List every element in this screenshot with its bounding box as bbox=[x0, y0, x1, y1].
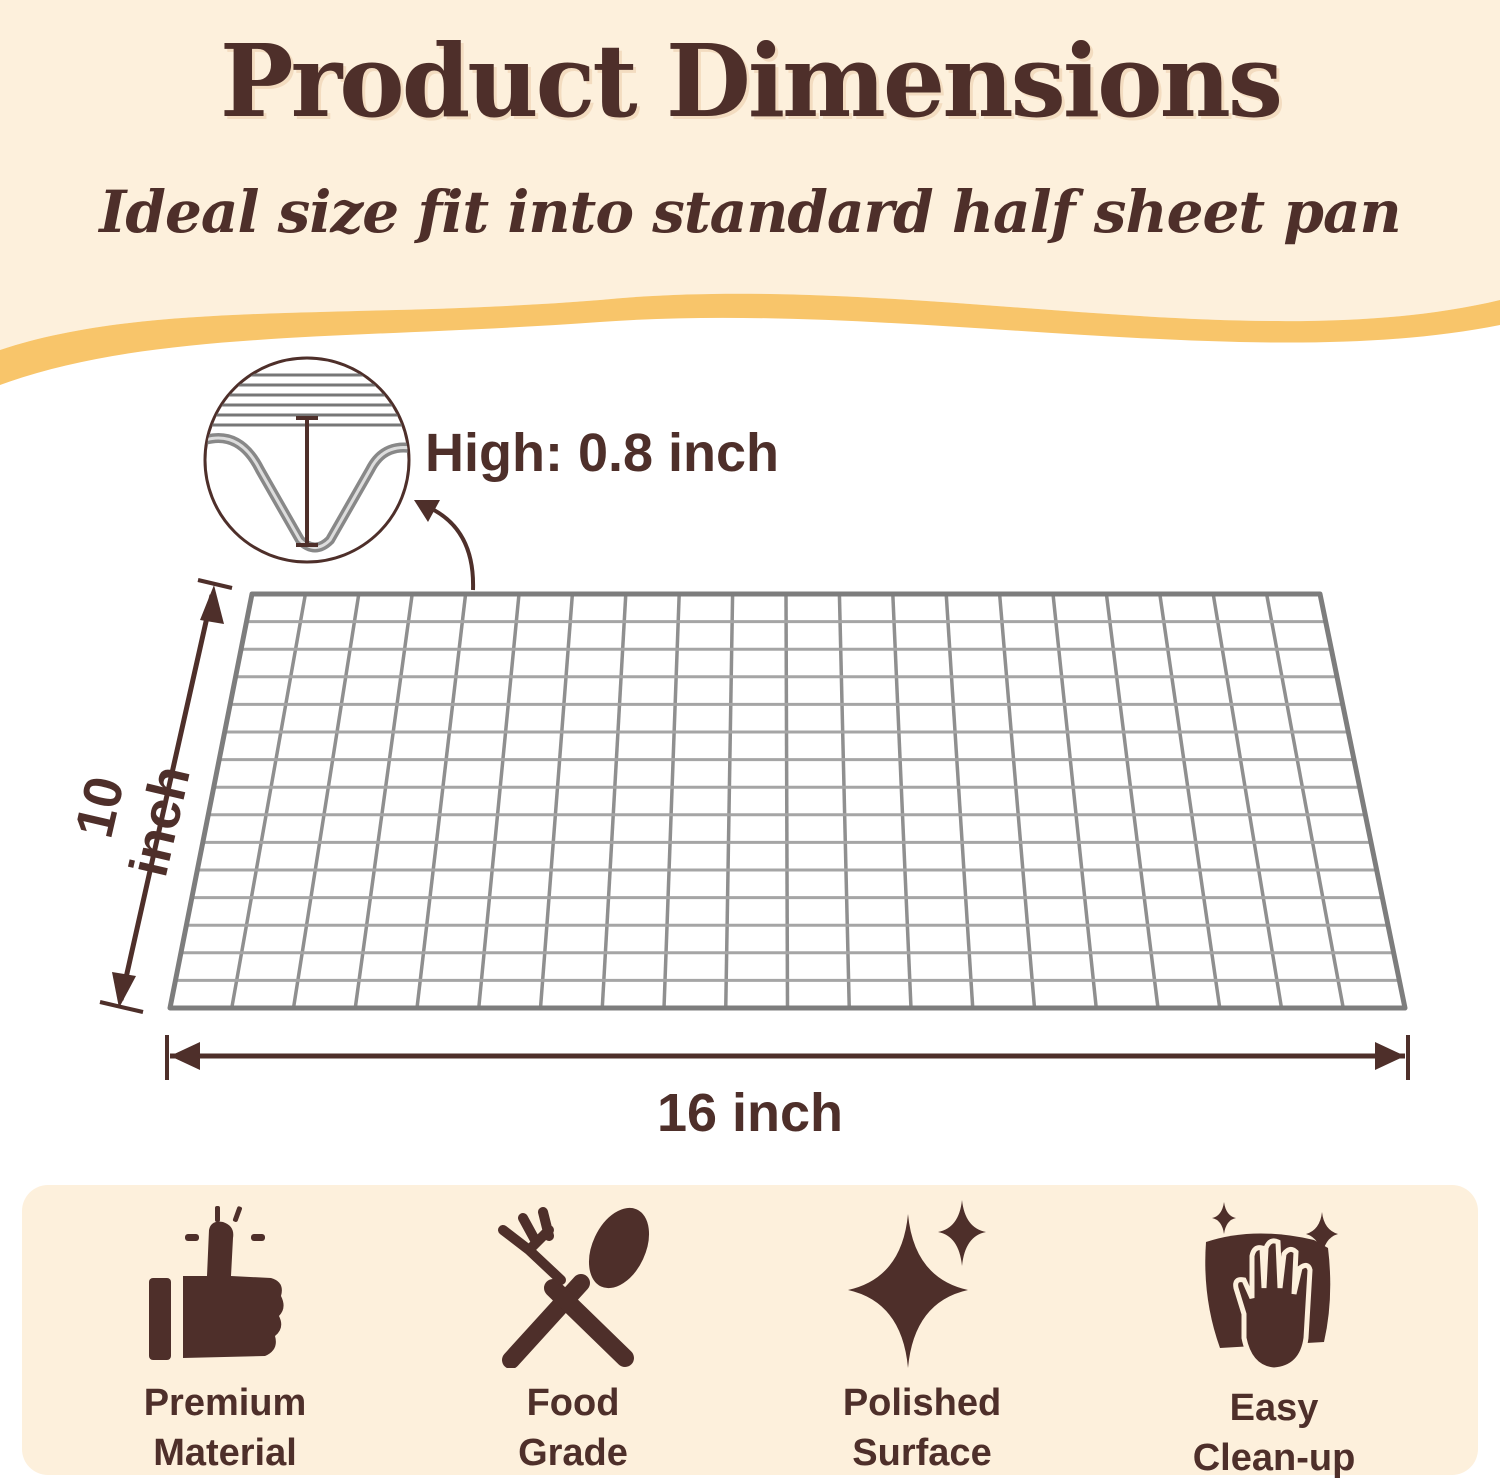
feature-label-line1: Premium bbox=[143, 1382, 307, 1424]
rack-wire-vertical bbox=[477, 593, 521, 1009]
rack-wire-vertical bbox=[1264, 593, 1345, 1009]
rack-wire-vertical bbox=[944, 593, 975, 1009]
width-label: 16 inch bbox=[656, 1083, 844, 1143]
rack-wire-vertical bbox=[837, 593, 851, 1009]
rack-wire-vertical bbox=[662, 593, 681, 1009]
feature-label-line1: Polished bbox=[842, 1382, 1002, 1424]
feature-premium-material: Premium Material bbox=[75, 1198, 375, 1478]
rack-wire-vertical bbox=[784, 593, 790, 1009]
height-detail-magnifier bbox=[203, 356, 411, 564]
rack-wire-vertical bbox=[353, 593, 414, 1009]
height-label: High: 0.8 inch bbox=[425, 423, 780, 483]
feature-label-line2: Grade bbox=[518, 1432, 628, 1474]
feature-label-line1: Easy bbox=[1229, 1387, 1319, 1429]
feature-polished-surface: Polished Surface bbox=[772, 1198, 1072, 1478]
feature-food-grade: Food Grade bbox=[423, 1198, 723, 1478]
rack-wire-vertical bbox=[891, 593, 913, 1009]
thumbs-up-icon bbox=[149, 1206, 284, 1360]
rack-wire-vertical bbox=[1104, 593, 1160, 1009]
cooling-rack bbox=[167, 591, 1408, 1011]
pointer-arrow bbox=[429, 506, 476, 591]
feature-label-line2: Material bbox=[153, 1432, 297, 1474]
feature-label-line2: Surface bbox=[852, 1432, 992, 1474]
header-band bbox=[0, 0, 1500, 350]
sparkle-icon bbox=[848, 1200, 986, 1368]
rack-wire-vertical bbox=[1158, 593, 1222, 1009]
rack-wire-vertical bbox=[415, 593, 468, 1009]
fork-spoon-icon bbox=[498, 1207, 650, 1368]
rack-wire-vertical bbox=[600, 593, 628, 1009]
rack-wire-vertical bbox=[230, 593, 308, 1009]
page-title: Product Dimensions bbox=[219, 22, 1283, 140]
feature-label-line2: Clean-up bbox=[1192, 1437, 1356, 1479]
rack-wire-vertical bbox=[724, 593, 735, 1009]
header-wave bbox=[0, 293, 1500, 385]
rack-wire-vertical bbox=[997, 593, 1037, 1009]
rack-wire-vertical bbox=[1051, 593, 1098, 1009]
rack-wire-vertical bbox=[1211, 593, 1284, 1009]
rack-frame bbox=[167, 591, 1408, 1011]
page-subtitle: Ideal size fit into standard half sheet … bbox=[99, 178, 1401, 246]
rack-wire-vertical bbox=[291, 593, 361, 1009]
hand-wipe-icon bbox=[1205, 1202, 1338, 1373]
width-arrow bbox=[165, 1035, 1410, 1080]
pointer-arrowhead bbox=[414, 500, 440, 522]
depth-arrow bbox=[99, 578, 233, 1014]
rack-wire-vertical bbox=[538, 593, 575, 1009]
feature-label-line1: Food bbox=[526, 1382, 620, 1424]
feature-easy-clean-up: Easy Clean-up bbox=[1124, 1198, 1424, 1483]
